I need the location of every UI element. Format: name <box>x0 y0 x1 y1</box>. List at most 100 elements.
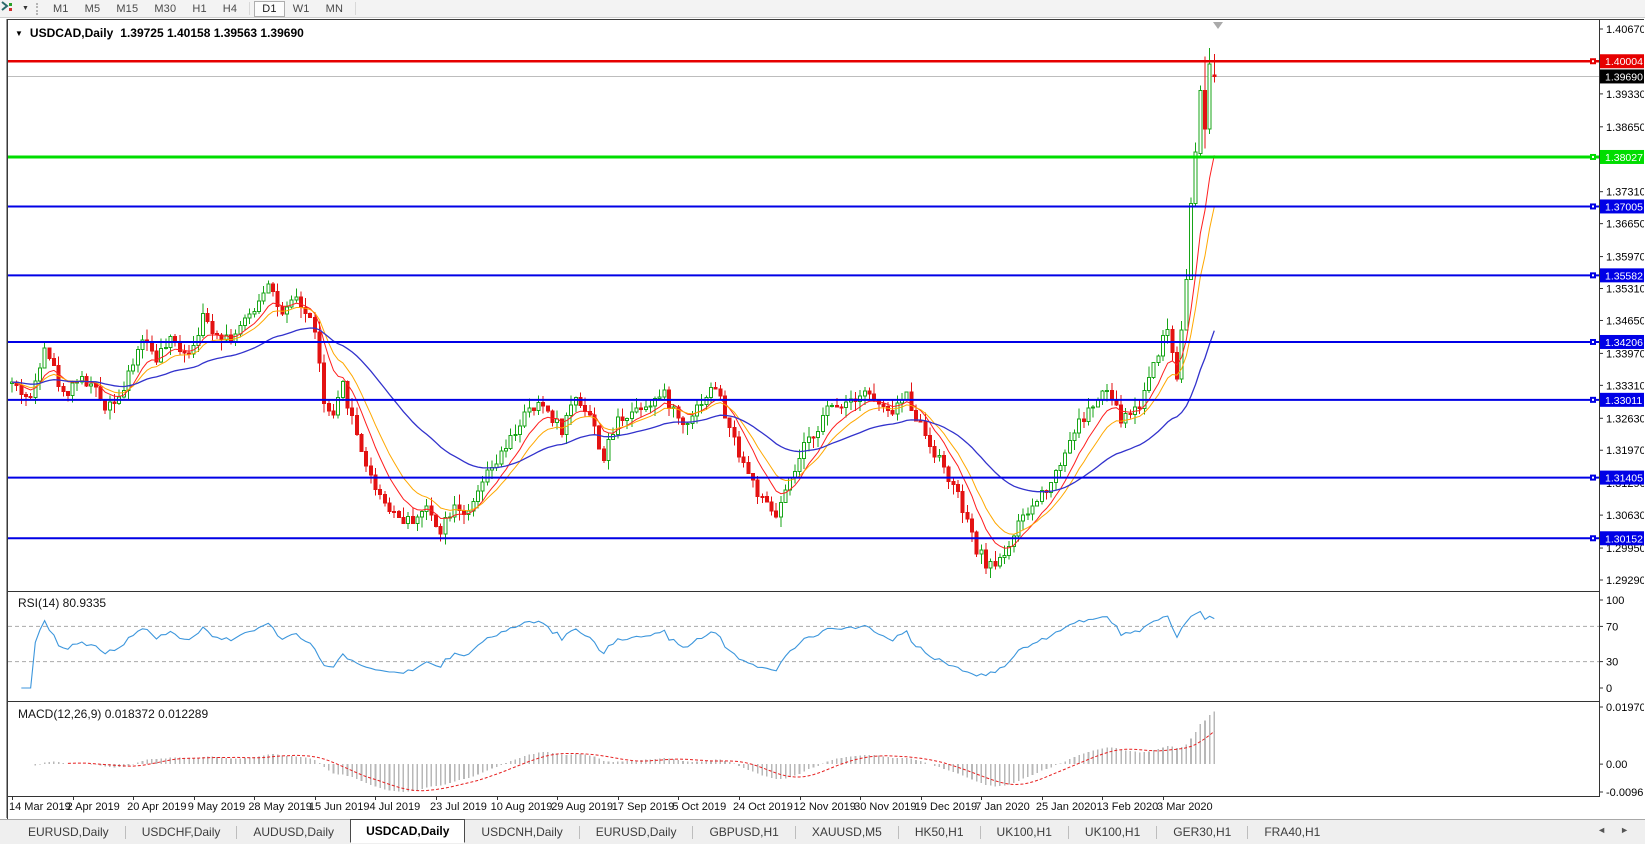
date-tick <box>193 797 195 800</box>
collapse-triangle-icon[interactable]: ▼ <box>15 28 23 38</box>
tab-separator <box>1156 825 1158 839</box>
moving-average-lines <box>11 155 1215 549</box>
svg-text:1.30152: 1.30152 <box>1605 533 1643 545</box>
timeframe-button-W1[interactable]: W1 <box>285 1 318 17</box>
svg-text:1.31970: 1.31970 <box>1606 445 1644 457</box>
timeframe-button-D1[interactable]: D1 <box>254 0 285 17</box>
date-tick <box>1163 797 1165 800</box>
rsi-indicator-panel[interactable]: 100 70 30 0 <box>8 592 1644 702</box>
price-axis-line <box>1599 20 1600 797</box>
price-chart-panel[interactable]: 1.40670 1.39330 1.38650 1.37310 1.36650 1.359… <box>8 20 1644 592</box>
date-tick <box>375 797 377 800</box>
date-label: 7 Jan 2020 <box>975 801 1030 813</box>
timeframe-button-M1[interactable]: M1 <box>45 1 77 17</box>
tab-separator <box>236 825 238 839</box>
date-label: 25 Jan 2020 <box>1035 801 1097 813</box>
date-label: 5 Oct 2019 <box>672 801 727 813</box>
date-tick <box>981 797 983 800</box>
panel-separator[interactable] <box>8 701 1600 702</box>
timeframe-button-H1[interactable]: H1 <box>184 1 214 17</box>
date-tick <box>314 797 316 800</box>
date-label: 28 May 2019 <box>248 801 312 813</box>
date-label: 20 Apr 2019 <box>127 801 187 813</box>
macd-signal-line <box>67 730 1215 792</box>
svg-text:70: 70 <box>1606 621 1618 633</box>
date-tick <box>557 797 559 800</box>
svg-text:1.38650: 1.38650 <box>1606 122 1644 134</box>
chart-tab-USDCHF-Daily[interactable]: USDCHF,Daily <box>141 824 221 839</box>
chart-tabbar: EURUSD,Daily USDCHF,Daily AUDUSD,Daily USDC… <box>0 819 1645 844</box>
date-tick <box>72 797 74 800</box>
svg-text:1.35310: 1.35310 <box>1606 284 1644 296</box>
chart-window[interactable]: 1.40670 1.39330 1.38650 1.37310 1.36650 1.359… <box>7 19 1644 820</box>
chart-tab-USDCAD-Daily[interactable]: USDCAD,Daily <box>350 819 466 843</box>
chart-tab-USDCNH-Daily[interactable]: USDCNH,Daily <box>481 824 563 839</box>
chart-tab-AUDUSD-Daily[interactable]: AUDUSD,Daily <box>253 824 335 839</box>
chart-tab-HK50-H1[interactable]: HK50,H1 <box>914 824 964 839</box>
candles-layer <box>10 47 1217 579</box>
date-label: 2 Apr 2019 <box>66 801 120 813</box>
chart-tab-FRA40-H1[interactable]: FRA40,H1 <box>1264 824 1321 839</box>
tab-separator <box>897 825 899 839</box>
svg-text:1.36650: 1.36650 <box>1606 219 1644 231</box>
panel-separator[interactable] <box>8 591 1600 592</box>
chart-tab-EURUSD-Daily[interactable]: EURUSD,Daily <box>28 824 109 839</box>
tab-separator <box>979 825 981 839</box>
time-axis-line <box>8 796 1600 797</box>
date-tick <box>738 797 740 800</box>
date-label: 14 Mar 2019 <box>9 801 71 813</box>
tab-separator <box>1247 825 1249 839</box>
macd-indicator-panel[interactable]: 0.019705 0.00 -0.009614 <box>8 702 1644 797</box>
dropdown-caret-icon[interactable]: ▼ <box>22 5 29 12</box>
date-tick <box>617 797 619 800</box>
date-tick <box>133 797 135 800</box>
date-label: 3 Mar 2020 <box>1157 801 1213 813</box>
chart-shift-marker <box>1213 22 1223 29</box>
svg-text:0: 0 <box>1606 683 1612 695</box>
tab-scroll-arrows: ◄ ► <box>1597 825 1629 835</box>
timeframe-button-MN[interactable]: MN <box>318 1 352 17</box>
chart-tab-EURUSD-Daily[interactable]: EURUSD,Daily <box>595 824 677 839</box>
chart-tab-UK100-H1[interactable]: UK100,H1 <box>1084 824 1141 839</box>
date-label: 4 Jul 2019 <box>369 801 421 813</box>
timeframe-button-H4[interactable]: H4 <box>215 1 245 17</box>
chart-tab-GBPUSD-H1[interactable]: GBPUSD,H1 <box>709 824 779 839</box>
chart-tab-XAUUSD-M5[interactable]: XAUUSD,M5 <box>811 824 882 839</box>
svg-text:1.34650: 1.34650 <box>1606 315 1644 327</box>
svg-text:1.32630: 1.32630 <box>1606 413 1644 425</box>
tab-scroll-left-icon[interactable]: ◄ <box>1597 825 1607 835</box>
rsi-label: RSI(14) 80.9335 <box>18 596 107 610</box>
chart-tool-icon[interactable] <box>1 1 21 16</box>
chart-ohlc-values: 1.39725 1.40158 1.39563 1.39690 <box>120 26 304 40</box>
macd-histogram <box>34 711 1216 792</box>
svg-text:1.38027: 1.38027 <box>1605 152 1643 164</box>
svg-text:1.31405: 1.31405 <box>1605 473 1643 485</box>
tab-separator <box>578 825 580 839</box>
chart-tab-GER30-H1[interactable]: GER30,H1 <box>1173 824 1232 839</box>
chart-tab-UK100-H1[interactable]: UK100,H1 <box>996 824 1052 839</box>
timeframe-toolbar: ▼ M1 M5 M15 M30 H1 H4 D1 W1 MN <box>0 0 1645 18</box>
chart-symbol-label: USDCAD,Daily <box>29 26 114 40</box>
date-label: 19 Dec 2019 <box>914 801 978 813</box>
tab-separator <box>1067 825 1069 839</box>
timeframe-button-M15[interactable]: M15 <box>108 1 146 17</box>
macd-label: MACD(12,26,9) 0.018372 0.012289 <box>18 707 209 721</box>
svg-text:1.35582: 1.35582 <box>1605 270 1643 282</box>
svg-text:30: 30 <box>1606 657 1618 669</box>
date-label: 15 Jun 2019 <box>308 801 370 813</box>
svg-text:0.00: 0.00 <box>1606 759 1627 771</box>
svg-text:1.33310: 1.33310 <box>1606 380 1644 392</box>
svg-text:1.40004: 1.40004 <box>1605 56 1643 68</box>
svg-text:1.33011: 1.33011 <box>1605 395 1642 407</box>
window-left-edge <box>0 19 7 818</box>
toolbar-grip[interactable] <box>35 2 38 15</box>
date-label: 17 Sep 2019 <box>611 801 675 813</box>
timeframe-button-M5[interactable]: M5 <box>77 1 109 17</box>
svg-text:1.37005: 1.37005 <box>1605 201 1643 213</box>
tab-scroll-right-icon[interactable]: ► <box>1620 825 1629 835</box>
tab-separator <box>692 825 694 839</box>
date-tick <box>436 797 438 800</box>
date-tick <box>860 797 862 800</box>
date-tick <box>1041 797 1043 800</box>
timeframe-button-M30[interactable]: M30 <box>146 1 184 17</box>
